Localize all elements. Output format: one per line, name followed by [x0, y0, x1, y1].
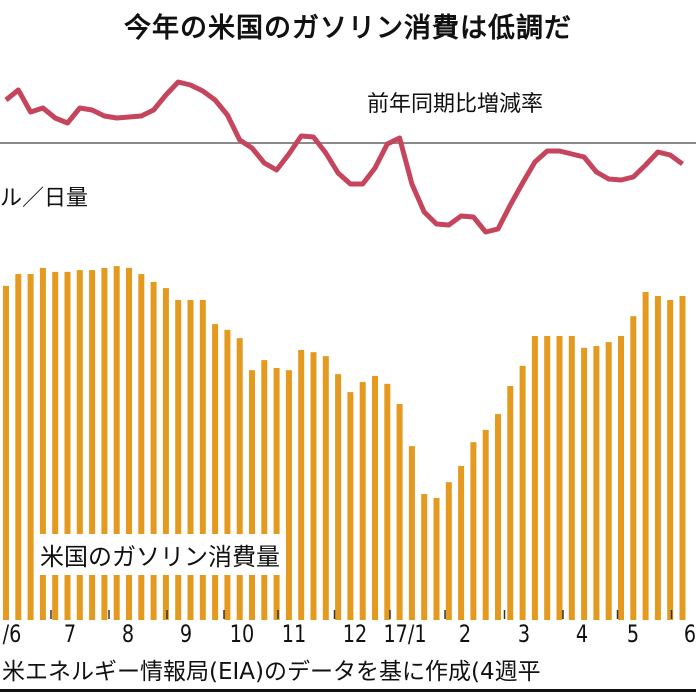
bar: [322, 356, 329, 620]
bar: [199, 299, 206, 620]
bar: [581, 347, 588, 620]
bar: [642, 292, 649, 620]
bar: [372, 375, 378, 620]
x-tick-label: 3: [517, 620, 531, 648]
bar: [458, 465, 465, 620]
bar: [162, 288, 169, 620]
bar: [261, 360, 268, 620]
unit-label: ル／日量: [0, 186, 89, 211]
bar: [249, 370, 255, 620]
bar: [138, 274, 145, 620]
bar: [273, 368, 280, 620]
bar: [667, 299, 674, 620]
yoy-change-line: [4, 79, 684, 235]
source-note: 米エネルギー情報局(EIA)のデータを基に作成(4週平: [2, 659, 541, 685]
bar: [3, 285, 9, 620]
x-tick-label: /6: [2, 620, 22, 648]
bar: [556, 335, 563, 620]
bar: [408, 446, 415, 620]
x-tick-label: 2: [458, 620, 472, 648]
x-tick-label: 17/1: [383, 620, 427, 648]
bar: [39, 267, 46, 620]
bar: [531, 335, 538, 620]
bar: [212, 324, 219, 620]
bar: [187, 299, 194, 620]
bar: [113, 266, 120, 620]
bar: [630, 316, 637, 620]
bar: [64, 271, 71, 620]
bar: [433, 497, 440, 620]
bar: [568, 335, 575, 620]
bar-series-label: 米国のガソリン消費量: [34, 534, 286, 575]
bar: [89, 270, 96, 620]
x-tick-label: 5: [626, 620, 640, 648]
bar: [27, 274, 34, 620]
bar: [654, 296, 661, 620]
bar: [618, 335, 624, 620]
x-tick-label: 7: [63, 620, 77, 648]
bar: [175, 299, 182, 620]
x-tick-label: 9: [179, 620, 193, 648]
bar: [150, 281, 157, 620]
bar: [470, 442, 477, 620]
bar: [495, 414, 501, 620]
bar: [76, 270, 83, 620]
bar: [519, 365, 526, 620]
bar: [396, 404, 403, 620]
x-tick-label: 10: [229, 620, 255, 648]
bar: [359, 382, 366, 620]
bar: [384, 383, 391, 620]
x-tick-label: 8: [121, 620, 135, 648]
bar: [285, 370, 292, 620]
bar: [482, 429, 489, 620]
bar: [236, 338, 243, 620]
bar: [507, 386, 514, 620]
bar: [679, 296, 686, 620]
bottom-rule: [0, 689, 696, 692]
chart-title: 今年の米国のガソリン消費は低調だ: [124, 13, 572, 44]
bar: [445, 482, 452, 620]
bar: [101, 267, 108, 620]
bar: [605, 342, 612, 620]
x-tick-label: 4: [575, 620, 589, 648]
bar: [126, 267, 132, 620]
bar: [15, 274, 22, 620]
bar: [52, 271, 59, 620]
x-tick-label: 12: [342, 620, 368, 648]
x-tick-label: 11: [281, 620, 307, 648]
bar: [224, 329, 231, 620]
bar: [544, 335, 551, 620]
bar: [298, 350, 305, 620]
line-series-label: 前年同期比増減率: [367, 92, 544, 117]
bar: [335, 374, 342, 620]
x-tick-label: 6: [683, 620, 696, 648]
bar: [421, 494, 428, 620]
bar: [593, 346, 600, 620]
bar: [347, 392, 354, 620]
bar: [310, 352, 317, 620]
